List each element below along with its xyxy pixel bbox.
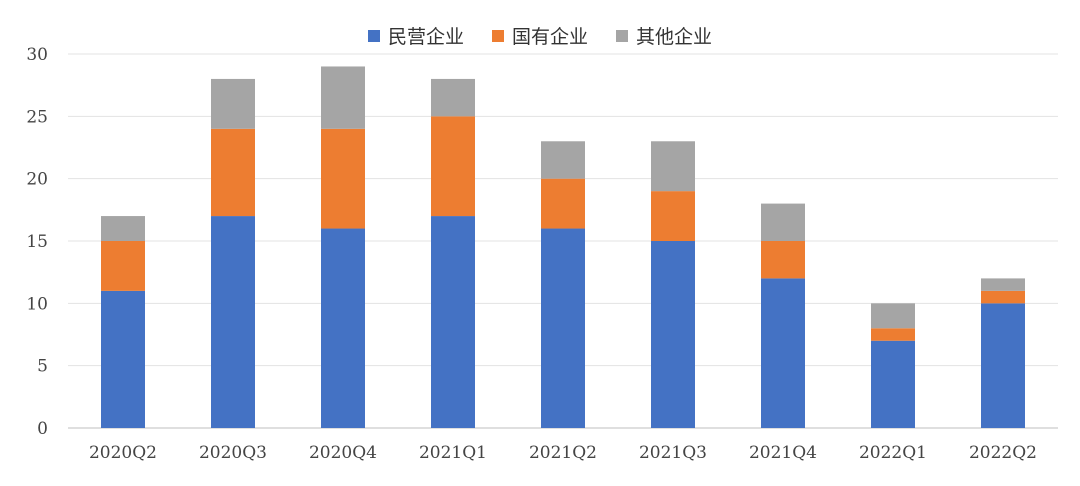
x-tick-label: 2021Q1: [419, 443, 487, 463]
legend-swatch-state-owned: [491, 29, 504, 42]
y-tick-label: 0: [37, 419, 48, 439]
x-tick-label: 2020Q2: [89, 443, 157, 463]
y-tick-label: 5: [37, 357, 48, 377]
bar-segment-other: [651, 141, 695, 192]
bar-segment-state-owned: [651, 191, 695, 241]
bar-segment-private: [541, 228, 585, 428]
bar-segment-state-owned: [321, 128, 365, 229]
bar-segment-state-owned: [871, 328, 915, 341]
legend-swatch-private: [367, 29, 380, 42]
axis: 0 5 10 15 20 25 30 2020Q2 2020Q3 2020Q4 2021Q1 2021…: [26, 45, 1037, 463]
bar-segment-private: [761, 278, 805, 428]
bar-segment-private: [981, 303, 1025, 428]
legend-label-other: 其他企业: [636, 26, 713, 48]
legend-item-state-owned: 国有企业: [491, 22, 588, 49]
x-tick-label: 2021Q2: [529, 443, 597, 463]
bar-segment-private: [211, 216, 255, 428]
bar-segment-state-owned: [431, 116, 475, 217]
bar-segment-state-owned: [541, 178, 585, 229]
bar-segment-other: [761, 203, 805, 241]
bar-segment-other: [211, 78, 255, 129]
x-tick-label: 2021Q4: [749, 443, 817, 463]
x-tick-label: 2020Q3: [199, 443, 267, 463]
bar-segment-private: [431, 216, 475, 428]
y-tick-label: 25: [26, 107, 48, 127]
y-tick-label: 15: [26, 232, 48, 252]
legend-label-private: 民营企业: [387, 26, 464, 48]
bar-segment-state-owned: [211, 128, 255, 217]
bar-segment-state-owned: [761, 241, 805, 279]
x-tick-label: 2022Q2: [969, 443, 1037, 463]
bar-segment-private: [651, 241, 695, 428]
bar-segment-private: [321, 228, 365, 428]
legend: 民营企业 国有企业 其他企业: [0, 22, 1080, 49]
legend-label-state-owned: 国有企业: [511, 26, 588, 48]
bar-segment-state-owned: [981, 290, 1025, 304]
y-tick-label: 20: [26, 170, 48, 190]
bar-segment-other: [321, 66, 365, 129]
x-tick-label: 2022Q1: [859, 443, 927, 463]
x-tick-label: 2021Q3: [639, 443, 707, 463]
bar-segment-private: [871, 340, 915, 428]
legend-item-private: 民营企业: [367, 22, 464, 49]
bar-segment-other: [431, 78, 475, 117]
bar-segment-other: [981, 278, 1025, 291]
y-tick-label: 30: [26, 45, 48, 65]
bar-segment-other: [541, 141, 585, 179]
legend-swatch-other: [616, 29, 628, 42]
bar-segment-state-owned: [101, 241, 145, 291]
bar-segment-other: [101, 216, 145, 241]
x-tick-label: 2020Q4: [309, 443, 377, 463]
legend-item-other: 其他企业: [616, 22, 712, 49]
bar-segment-private: [101, 290, 145, 428]
y-tick-label: 10: [26, 294, 48, 314]
bar-segment-other: [871, 303, 915, 329]
bars: [101, 66, 1025, 428]
